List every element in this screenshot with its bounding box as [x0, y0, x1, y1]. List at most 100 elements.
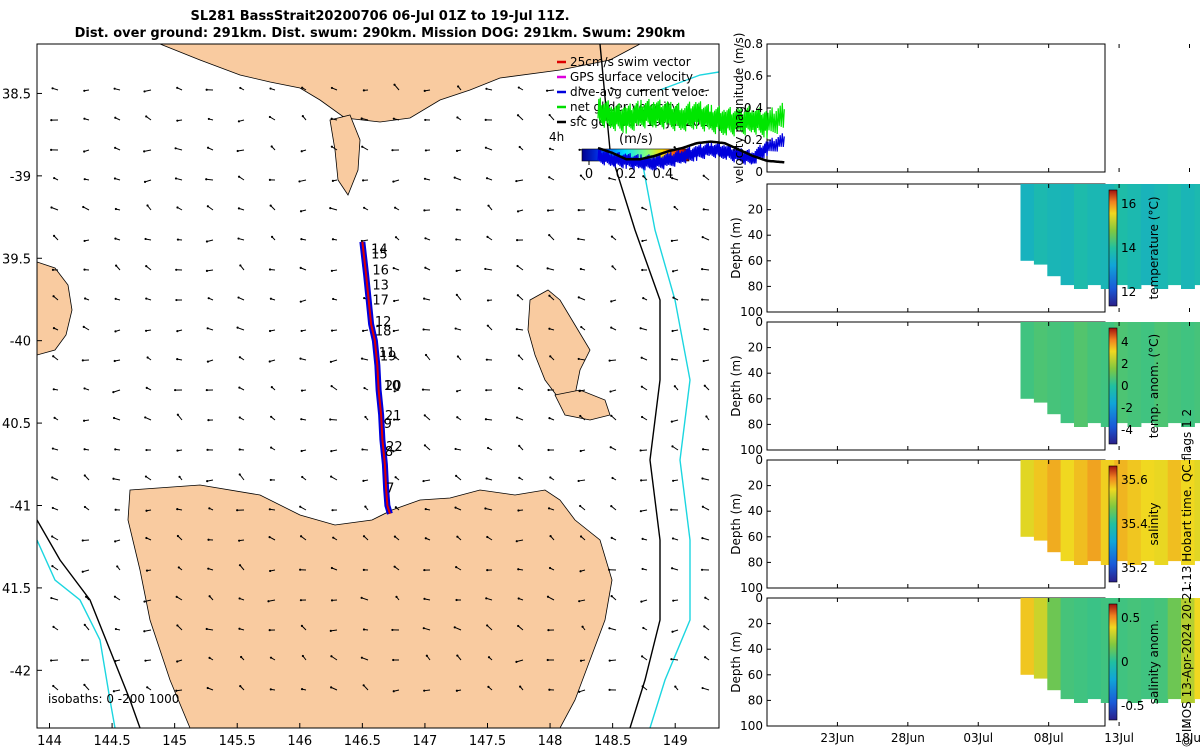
- velocity-arrow-head: [517, 624, 520, 628]
- flinders-island-land: [527, 289, 591, 401]
- velocity-arrow-head: [424, 118, 427, 122]
- velocity-arrow-head: [269, 204, 272, 207]
- time-tick-label: 08Jul: [1034, 731, 1064, 745]
- velocity-arrow-head: [578, 690, 581, 693]
- velocity-arrow-head: [113, 595, 117, 598]
- velocity-arrow-head: [548, 147, 552, 150]
- velocity-arrow-head: [641, 537, 644, 541]
- velocity-arrow-head: [360, 239, 363, 243]
- velocity-arrow-head: [83, 178, 86, 181]
- velocity-arrow-head: [238, 597, 241, 600]
- depth-tick-label: 60: [748, 254, 763, 268]
- velocity-arrow-head: [394, 206, 397, 209]
- velocity-arrow-head: [363, 386, 366, 390]
- velocity-arrow-head: [610, 414, 613, 417]
- map-x-tick-label: 147.5: [469, 734, 506, 749]
- heatmap-cell: [1140, 460, 1155, 562]
- map-x-tick-label: 148.5: [594, 734, 631, 749]
- velocity-arrow-head: [670, 567, 674, 570]
- velocity-arrow-head: [674, 685, 677, 688]
- velocity-arrow-head: [84, 595, 88, 598]
- velocity-arrow-head: [577, 209, 580, 212]
- velocity-y-tick-label: 0.8: [744, 37, 763, 51]
- velocity-arrow-head: [332, 297, 335, 301]
- velocity-arrow-head: [236, 509, 239, 512]
- velocity-arrow-head: [174, 177, 178, 180]
- velocity-arrow-head: [116, 565, 119, 568]
- velocity-series-line: [597, 140, 785, 164]
- velocity-arrow-head: [176, 119, 179, 122]
- velocity-arrow-head: [176, 624, 179, 627]
- legend-label: dive-avg current veloc.: [570, 85, 708, 99]
- velocity-arrow-head: [175, 298, 178, 302]
- depth-tick-label: 100: [740, 305, 763, 319]
- velocity-arrow-head: [206, 686, 209, 690]
- heatmap-cell: [1127, 322, 1142, 427]
- velocity-arrow-head: [330, 450, 333, 453]
- velocity-arrow-head: [269, 688, 272, 691]
- velocity-arrow-head: [300, 418, 303, 421]
- velocity-arrow-head: [238, 564, 242, 567]
- velocity-arrow-head: [547, 507, 551, 510]
- velocity-arrow-head: [81, 659, 84, 662]
- velocity-arrow-head: [145, 115, 148, 118]
- velocity-arrow: [578, 296, 586, 301]
- heatmap-colorbar: [1108, 603, 1118, 721]
- velocity-arrow-head: [330, 145, 333, 148]
- day-label: 15: [371, 247, 388, 262]
- heatmap-cell: [1033, 460, 1048, 541]
- velocity-arrow: [486, 625, 493, 631]
- map-y-tick-label: -41: [10, 499, 31, 514]
- colorbar-tick-label: 0: [1121, 379, 1129, 393]
- map-x-tick-label: 146.5: [344, 734, 381, 749]
- velocity-arrow-head: [423, 414, 426, 417]
- velocity-arrow-head: [642, 297, 645, 300]
- heatmap-colorbar: [1108, 465, 1118, 583]
- velocity-arrow-head: [145, 297, 148, 300]
- map-x-tick-label: 145.5: [219, 734, 256, 749]
- velocity-arrow-head: [394, 236, 398, 239]
- heatmap-cell: [1127, 460, 1142, 565]
- velocity-arrow-head: [208, 656, 211, 659]
- velocity-arrow-head: [83, 117, 86, 120]
- velocity-arrow-head: [300, 389, 304, 392]
- velocity-arrow-head: [176, 508, 179, 511]
- heatmap-cell: [1127, 598, 1142, 703]
- velocity-arrow-head: [330, 475, 333, 478]
- map-x-tick-label: 149: [663, 734, 688, 749]
- velocity-arrow-head: [640, 600, 643, 603]
- heatmap-cell: [1047, 598, 1062, 691]
- velocity-arrow-head: [50, 118, 53, 122]
- velocity-arrow-head: [143, 180, 147, 183]
- velocity-arrow-head: [176, 330, 179, 333]
- heatmap-colorbar: [1108, 327, 1118, 445]
- velocity-arrow-head: [671, 329, 674, 333]
- velocity-arrow-head: [453, 176, 456, 179]
- velocity-arrow-head: [704, 656, 707, 659]
- velocity-arrow: [516, 659, 524, 663]
- velocity-arrow-head: [331, 179, 334, 182]
- velocity-arrow-head: [50, 206, 53, 209]
- velocity-arrow-head: [703, 384, 706, 387]
- velocity-arrow-head: [361, 145, 364, 148]
- velocity-arrow-head: [423, 177, 427, 180]
- velocity-arrow-head: [84, 297, 87, 300]
- velocity-arrow-head: [176, 358, 179, 361]
- velocity-arrow: [424, 415, 431, 421]
- velocity-arrow-head: [484, 418, 488, 421]
- heatmap-clabel: salinity anom.: [1147, 620, 1161, 705]
- velocity-arrow-head: [640, 479, 643, 482]
- day-label: 20: [385, 379, 402, 394]
- velocity-arrow: [330, 418, 338, 421]
- velocity-arrow: [175, 147, 183, 151]
- velocity-arrow-head: [392, 329, 395, 333]
- velocity-arrow-head: [113, 177, 117, 180]
- velocity-arrow: [424, 444, 431, 451]
- velocity-arrow-head: [455, 238, 458, 241]
- velocity-arrow: [51, 207, 59, 211]
- velocity-arrow-head: [611, 476, 614, 480]
- velocity-arrow: [548, 234, 555, 241]
- velocity-arrow-head: [424, 266, 427, 269]
- heatmap-cell: [1194, 184, 1200, 286]
